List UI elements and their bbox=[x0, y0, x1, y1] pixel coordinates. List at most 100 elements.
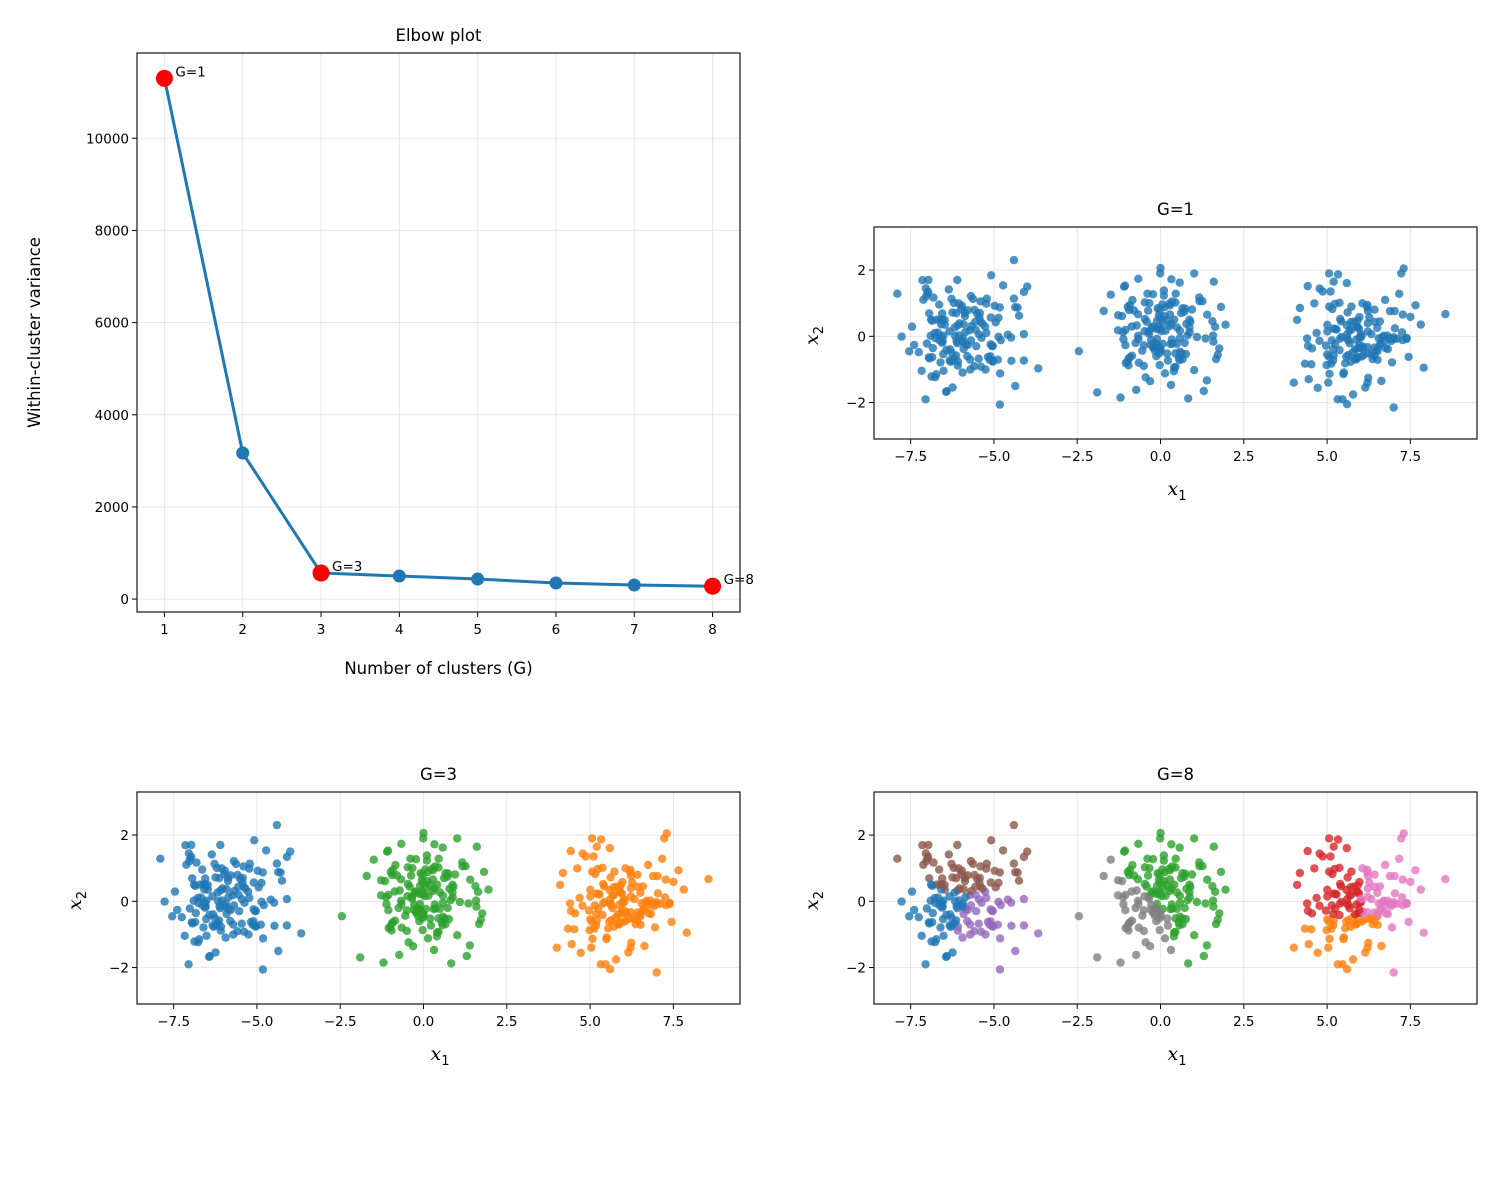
scatter-point bbox=[618, 877, 627, 887]
scatter-point bbox=[925, 354, 934, 363]
scatter-point bbox=[447, 959, 456, 968]
scatter-point bbox=[272, 859, 282, 868]
scatter-point bbox=[418, 914, 427, 923]
scatter-point bbox=[1381, 344, 1390, 353]
data-point-g7 bbox=[627, 578, 641, 592]
scatter-point bbox=[995, 303, 1004, 312]
scatter-point bbox=[1289, 378, 1299, 387]
scatter-point bbox=[953, 926, 962, 935]
scatter-point bbox=[1132, 321, 1141, 330]
scatter-point bbox=[250, 836, 259, 845]
scatter-point bbox=[1355, 312, 1364, 322]
y-tick-label: 0 bbox=[857, 329, 866, 345]
points bbox=[156, 820, 713, 977]
scatter-point bbox=[591, 921, 601, 930]
scatter-point bbox=[598, 910, 607, 920]
scatter-point bbox=[472, 842, 481, 851]
scatter-point bbox=[1175, 891, 1185, 900]
axes-frame bbox=[136, 52, 741, 613]
scatter-point bbox=[956, 869, 966, 879]
scatter-point bbox=[607, 901, 616, 910]
scatter-point bbox=[430, 840, 439, 849]
scatter-point bbox=[1144, 894, 1154, 903]
scatter-point bbox=[382, 900, 391, 909]
scatter-point bbox=[1113, 311, 1123, 320]
scatter-point bbox=[1370, 305, 1379, 314]
scatter-point bbox=[1361, 948, 1370, 957]
scatter-point bbox=[221, 933, 230, 942]
scatter-point bbox=[1159, 851, 1169, 860]
data-point-g4 bbox=[392, 569, 406, 583]
scatter-point bbox=[1099, 306, 1108, 316]
scatter-point bbox=[1131, 338, 1140, 348]
scatter-point bbox=[1145, 864, 1154, 873]
scatter-point bbox=[1176, 873, 1186, 883]
scatter-point bbox=[1302, 899, 1312, 908]
scatter-point bbox=[587, 943, 596, 952]
scatter-point bbox=[173, 905, 182, 915]
scatter-point bbox=[942, 910, 951, 919]
scatter-point bbox=[1169, 932, 1179, 941]
scatter-point bbox=[1419, 363, 1428, 372]
scatter-point bbox=[1209, 337, 1218, 346]
scatter-point bbox=[966, 291, 976, 301]
scatter-point bbox=[935, 300, 944, 309]
scatter-point bbox=[428, 886, 437, 896]
scatter-point bbox=[1323, 892, 1332, 901]
scatter-point bbox=[1295, 303, 1305, 313]
scatter-point bbox=[417, 890, 426, 899]
scatter-point bbox=[479, 867, 489, 877]
scatter-point bbox=[971, 890, 980, 899]
scatter-point bbox=[930, 328, 939, 338]
scatter-point bbox=[1419, 928, 1428, 937]
scatter-point bbox=[951, 332, 960, 341]
scatter-point bbox=[1304, 375, 1313, 384]
y-tick-label: 6000 bbox=[95, 316, 129, 332]
scatter-point bbox=[1009, 255, 1019, 265]
scatter-point bbox=[1399, 264, 1408, 273]
scatter-point bbox=[948, 948, 957, 957]
scatter-point bbox=[1373, 920, 1382, 929]
scatter-point bbox=[1303, 281, 1312, 291]
scatter-point bbox=[204, 952, 214, 962]
scatter-point bbox=[270, 921, 279, 930]
scatter-point bbox=[411, 855, 421, 864]
scatter-point bbox=[282, 921, 292, 930]
scatter-point bbox=[914, 913, 923, 922]
scatter-point bbox=[1323, 885, 1332, 894]
scatter-point bbox=[1019, 356, 1029, 365]
scatter-point bbox=[966, 365, 975, 374]
scatter-point bbox=[1174, 918, 1184, 927]
x-tick-label: −2.5 bbox=[1061, 1014, 1094, 1030]
scatter-point bbox=[200, 898, 209, 907]
scatter-point bbox=[1160, 369, 1170, 378]
scatter-point bbox=[1416, 885, 1426, 894]
scatter-point bbox=[963, 306, 972, 315]
scatter-point bbox=[1019, 921, 1029, 930]
scatter-point bbox=[1171, 854, 1180, 863]
scatter-point bbox=[390, 916, 400, 925]
scatter-point bbox=[455, 897, 465, 907]
scatter-point bbox=[924, 840, 933, 850]
scatter-point bbox=[936, 880, 945, 889]
scatter-point bbox=[1303, 846, 1312, 856]
scatter-point bbox=[1190, 834, 1199, 843]
scatter-point bbox=[1406, 312, 1415, 322]
scatter-point bbox=[1390, 324, 1400, 333]
scatter-point bbox=[1187, 870, 1197, 879]
scatter-point bbox=[1342, 843, 1352, 853]
scatter-point bbox=[1363, 865, 1372, 875]
scatter-point bbox=[1348, 390, 1358, 399]
scatter-point bbox=[615, 900, 624, 909]
scatter-point bbox=[1022, 847, 1032, 856]
scatter-point bbox=[1142, 882, 1151, 891]
scatter-point bbox=[1003, 330, 1012, 339]
scatter-point bbox=[244, 930, 253, 939]
scatter-point bbox=[1145, 299, 1154, 308]
scatter-point bbox=[466, 875, 475, 884]
scatter-point bbox=[1215, 909, 1224, 918]
scatter-point bbox=[1342, 965, 1352, 974]
scatter-point bbox=[1312, 893, 1321, 903]
scatter-point bbox=[1133, 331, 1143, 340]
scatter-point bbox=[410, 900, 419, 910]
